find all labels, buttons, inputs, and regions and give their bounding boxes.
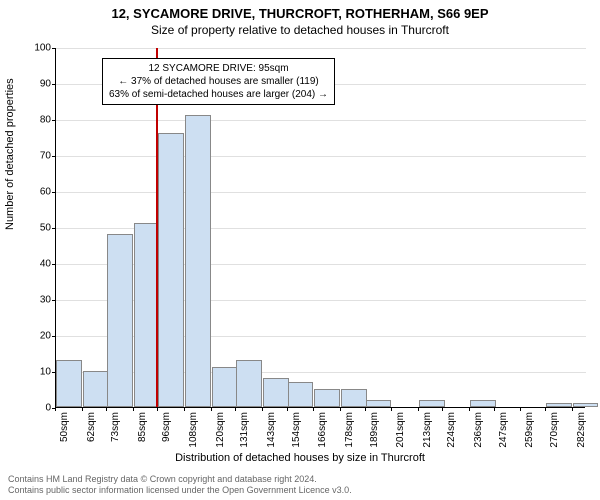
ytick-mark (52, 228, 56, 229)
xtick-label: 178sqm (344, 412, 355, 448)
ytick-label: 100 (21, 43, 51, 54)
histogram-bar (83, 371, 109, 407)
xtick-label: 224sqm (446, 412, 457, 448)
xtick-label: 270sqm (549, 412, 560, 448)
xtick-label: 213sqm (422, 412, 433, 448)
xtick-mark (55, 407, 56, 411)
xtick-mark (235, 407, 236, 411)
histogram-bar (573, 403, 599, 407)
ytick-label: 30 (21, 295, 51, 306)
histogram-bar (185, 115, 211, 407)
annotation-line-1: 12 SYCAMORE DRIVE: 95sqm (109, 62, 328, 75)
xtick-mark (133, 407, 134, 411)
xtick-label: 189sqm (369, 412, 380, 448)
xtick-mark (545, 407, 546, 411)
xtick-mark (494, 407, 495, 411)
xtick-mark (157, 407, 158, 411)
histogram-bar (236, 360, 262, 407)
annotation-line-3: 63% of semi-detached houses are larger (… (109, 88, 328, 101)
xtick-mark (365, 407, 366, 411)
xtick-mark (313, 407, 314, 411)
xtick-mark (82, 407, 83, 411)
xtick-mark (391, 407, 392, 411)
xtick-mark (442, 407, 443, 411)
histogram-bar (56, 360, 82, 407)
xtick-mark (211, 407, 212, 411)
xtick-label: 120sqm (215, 412, 226, 448)
xtick-label: 236sqm (473, 412, 484, 448)
xtick-mark (287, 407, 288, 411)
xtick-label: 50sqm (59, 412, 70, 442)
histogram-bar (212, 367, 238, 407)
ytick-label: 60 (21, 187, 51, 198)
xtick-mark (340, 407, 341, 411)
xtick-mark (520, 407, 521, 411)
xtick-label: 96sqm (161, 412, 172, 442)
ytick-mark (52, 300, 56, 301)
ytick-mark (52, 84, 56, 85)
xtick-label: 282sqm (576, 412, 587, 448)
ytick-label: 20 (21, 331, 51, 342)
xtick-label: 73sqm (110, 412, 121, 442)
ytick-mark (52, 192, 56, 193)
xtick-mark (418, 407, 419, 411)
gridline (56, 156, 586, 157)
xtick-mark (184, 407, 185, 411)
histogram-bar (546, 403, 572, 407)
xtick-label: 154sqm (291, 412, 302, 448)
xtick-label: 85sqm (137, 412, 148, 442)
histogram-bar (263, 378, 289, 407)
histogram-bar (288, 382, 314, 407)
x-axis-label: Distribution of detached houses by size … (0, 452, 600, 464)
ytick-label: 40 (21, 259, 51, 270)
ytick-mark (52, 156, 56, 157)
xtick-label: 166sqm (317, 412, 328, 448)
histogram-bar (314, 389, 340, 407)
ytick-label: 90 (21, 79, 51, 90)
xtick-label: 247sqm (498, 412, 509, 448)
y-axis-label: Number of detached properties (4, 78, 16, 230)
xtick-mark (262, 407, 263, 411)
xtick-label: 131sqm (239, 412, 250, 448)
xtick-label: 259sqm (524, 412, 535, 448)
xtick-mark (572, 407, 573, 411)
ytick-label: 50 (21, 223, 51, 234)
annotation-box: 12 SYCAMORE DRIVE: 95sqm ← 37% of detach… (102, 58, 335, 105)
xtick-label: 62sqm (86, 412, 97, 442)
ytick-label: 80 (21, 115, 51, 126)
chart-area: 12 SYCAMORE DRIVE: 95sqm ← 37% of detach… (55, 48, 585, 408)
footer-line-2: Contains public sector information licen… (8, 485, 352, 496)
ytick-label: 10 (21, 367, 51, 378)
ytick-mark (52, 336, 56, 337)
histogram-bar (107, 234, 133, 407)
xtick-mark (106, 407, 107, 411)
histogram-bar (419, 400, 445, 407)
ytick-label: 0 (21, 403, 51, 414)
annotation-line-2: ← 37% of detached houses are smaller (11… (109, 75, 328, 88)
ytick-mark (52, 264, 56, 265)
ytick-mark (52, 120, 56, 121)
xtick-label: 108sqm (188, 412, 199, 448)
histogram-bar (366, 400, 392, 407)
gridline (56, 120, 586, 121)
footer-attribution: Contains HM Land Registry data © Crown c… (8, 474, 352, 496)
histogram-bar (341, 389, 367, 407)
ytick-label: 70 (21, 151, 51, 162)
xtick-label: 201sqm (395, 412, 406, 448)
chart-title-sub: Size of property relative to detached ho… (0, 21, 600, 37)
histogram-bar (158, 133, 184, 407)
chart-title-main: 12, SYCAMORE DRIVE, THURCROFT, ROTHERHAM… (0, 0, 600, 21)
xtick-mark (469, 407, 470, 411)
gridline (56, 48, 586, 49)
footer-line-1: Contains HM Land Registry data © Crown c… (8, 474, 352, 485)
xtick-label: 143sqm (266, 412, 277, 448)
gridline (56, 192, 586, 193)
histogram-bar (470, 400, 496, 407)
ytick-mark (52, 48, 56, 49)
